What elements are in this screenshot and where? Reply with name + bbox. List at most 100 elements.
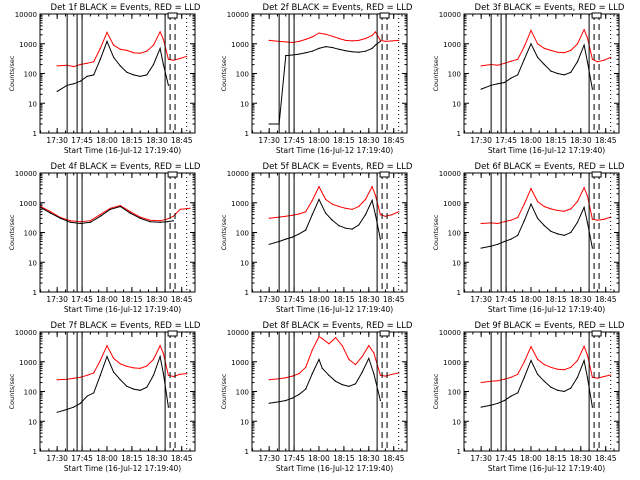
lld-data-point xyxy=(113,357,115,359)
events-data-point xyxy=(113,56,115,58)
events-data-point xyxy=(351,51,353,53)
events-data-point xyxy=(583,206,585,208)
events-data-point xyxy=(550,230,552,232)
x-tick-label: 18:30 xyxy=(146,136,168,145)
events-data-point xyxy=(379,40,381,43)
events-data-point xyxy=(152,374,155,376)
panel-title: Det 5f BLACK = Events, RED = LLD xyxy=(263,162,413,172)
lld-data-point xyxy=(570,366,572,368)
y-tick-label: 10 xyxy=(452,259,461,267)
lld-data-point xyxy=(537,200,539,203)
events-data-point xyxy=(530,359,532,362)
y-tick-label: 1 xyxy=(457,448,461,456)
lld-data-point xyxy=(331,203,333,205)
events-data-point xyxy=(325,46,327,48)
events-data-point xyxy=(374,214,376,216)
x-tick-label: 18:45 xyxy=(171,295,193,304)
lld-data-point xyxy=(318,186,320,188)
events-data-point xyxy=(523,376,525,378)
y-axis-label: Counts/sec xyxy=(432,214,440,250)
lld-data-point xyxy=(73,66,75,68)
lld-data-point xyxy=(179,57,181,60)
y-tick-label: 10 xyxy=(240,418,249,426)
x-tick-label: 18:30 xyxy=(358,136,380,145)
lld-data-point xyxy=(106,31,108,33)
lld-data-point xyxy=(159,220,161,222)
x-tick-label: 17:45 xyxy=(71,454,93,463)
events-data-point xyxy=(497,243,499,245)
events-data-point xyxy=(146,386,148,388)
events-data-point xyxy=(291,236,293,238)
events-data-point xyxy=(139,217,141,219)
panel-title: Det 8f BLACK = Events, RED = LLD xyxy=(263,321,413,331)
plot-frame xyxy=(39,331,196,452)
lld-data-point xyxy=(557,209,559,212)
lld-data-point xyxy=(56,65,58,67)
events-data-point xyxy=(166,221,168,223)
x-tick-label: 17:30 xyxy=(46,136,68,145)
lld-data-point xyxy=(285,215,287,217)
y-axis-label: Counts/sec xyxy=(220,373,228,409)
lld-data-point xyxy=(391,40,393,42)
x-tick-label: 17:30 xyxy=(46,295,68,304)
lld-data-point xyxy=(331,35,333,37)
events-data-point xyxy=(480,247,482,249)
events-data-point xyxy=(345,227,347,229)
events-data-point xyxy=(86,75,88,77)
y-axis-label: Counts/sec xyxy=(432,373,440,409)
events-data-point xyxy=(268,402,270,404)
panel-title: Det 1f BLACK = Events, RED = LLD xyxy=(51,3,201,13)
lld-data-point xyxy=(530,346,532,348)
lld-data-point xyxy=(480,381,482,384)
lld-data-point xyxy=(172,215,174,217)
y-tick-label: 1 xyxy=(33,289,37,297)
plot-frame xyxy=(251,172,408,293)
lld-data-point xyxy=(497,222,499,225)
events-data-point xyxy=(570,71,572,73)
events-data-point xyxy=(379,399,381,402)
events-data-point xyxy=(338,225,340,227)
lld-data-point xyxy=(576,200,579,203)
lld-data-point xyxy=(328,343,330,345)
lld-data-point xyxy=(374,194,376,196)
y-tick-label: 1 xyxy=(457,130,461,138)
panel-title: Det 4f BLACK = Events, RED = LLD xyxy=(51,162,201,172)
events-data-point xyxy=(49,212,52,214)
events-data-point xyxy=(139,389,141,391)
lld-data-point xyxy=(149,219,151,221)
lld-data-point xyxy=(345,207,347,209)
events-data-point xyxy=(517,234,519,236)
lld-data-point xyxy=(586,354,589,356)
events-data-point xyxy=(586,376,589,378)
lld-data-point xyxy=(379,374,381,376)
events-data-point xyxy=(550,386,552,388)
lld-data-point xyxy=(537,43,539,45)
events-data-point xyxy=(119,65,121,67)
events-data-point xyxy=(106,355,108,358)
events-data-point xyxy=(69,221,71,223)
lld-data-point xyxy=(139,52,141,54)
events-data-point xyxy=(543,380,545,382)
events-data-point xyxy=(167,84,169,86)
lld-data-point xyxy=(133,367,135,369)
events-data-point xyxy=(523,58,525,60)
x-tick-label: 18:30 xyxy=(146,454,168,463)
events-data-point xyxy=(40,206,42,208)
lld-data-point xyxy=(291,375,293,377)
x-tick-label: 18:30 xyxy=(358,454,380,463)
events-data-point xyxy=(557,389,559,391)
lld-data-point xyxy=(550,208,552,210)
x-tick-label: 18:00 xyxy=(308,454,330,463)
events-data-point xyxy=(325,212,327,214)
panel-title: Det 6f BLACK = Events, RED = LLD xyxy=(475,162,625,172)
events-data-point xyxy=(291,397,293,399)
lld-data-point xyxy=(348,358,350,360)
lld-data-point xyxy=(109,207,111,209)
lld-data-point xyxy=(563,52,565,54)
x-tick-label: 18:45 xyxy=(595,454,617,463)
x-tick-label: 18:45 xyxy=(595,136,617,145)
lld-data-point xyxy=(596,377,599,379)
lld-data-point xyxy=(338,205,340,208)
lld-data-point xyxy=(371,186,373,188)
lld-data-point xyxy=(603,375,605,378)
